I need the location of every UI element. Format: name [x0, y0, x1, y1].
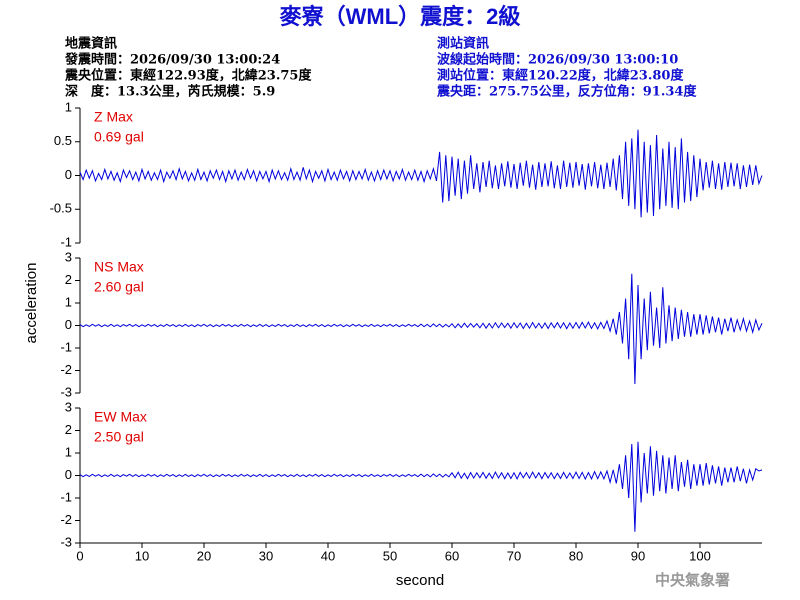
y-tick-label: -3 [60, 534, 72, 549]
waveform [79, 441, 763, 532]
x-tick-label: 30 [259, 548, 273, 563]
x-tick-label: 50 [383, 548, 397, 563]
x-tick-label: 20 [197, 548, 211, 563]
info-line: 發震時間：2026/09/30 13:00:24 [64, 52, 280, 68]
y-tick-label: 1 [65, 99, 72, 114]
x-tick-label: 60 [445, 548, 459, 563]
y-tick-label: 2 [65, 422, 72, 437]
y-tick-label: 1 [65, 444, 72, 459]
panel-label: EW Max [94, 409, 147, 425]
y-tick-label: 0 [65, 317, 72, 332]
panel-max: 2.60 gal [94, 279, 144, 295]
y-tick-label: 3 [65, 399, 72, 414]
y-tick-label: -2 [60, 512, 72, 527]
y-tick-label: 0 [65, 467, 72, 482]
panel-max: 2.50 gal [94, 429, 144, 445]
info-line: 地震資訊 [65, 36, 117, 52]
y-tick-label: 2 [65, 272, 72, 287]
info-line: 震央距：275.75公里，反方位角：91.34度 [436, 84, 697, 100]
x-tick-label: 0 [76, 548, 83, 563]
x-tick-label: 70 [507, 548, 521, 563]
x-tick-label: 80 [569, 548, 583, 563]
info-line: 測站位置：東經120.22度，北緯23.80度 [437, 68, 684, 84]
panel-label: Z Max [94, 109, 133, 125]
waveform [79, 273, 763, 385]
y-tick-label: 0 [65, 167, 72, 182]
y-tick-label: 3 [65, 249, 72, 264]
y-tick-label: -2 [60, 362, 72, 377]
info-line: 波線起始時間：2026/09/30 13:00:10 [437, 52, 678, 68]
panel-max: 0.69 gal [94, 129, 144, 145]
info-line: 深 度：13.3公里，芮氏規模：5.9 [65, 84, 275, 100]
footer: 中央氣象署 [655, 571, 730, 589]
x-tick-label: 100 [689, 548, 711, 563]
y-tick-label: 0.5 [54, 133, 72, 148]
y-tick-label: -1 [60, 489, 72, 504]
y-tick-label: -3 [60, 384, 72, 399]
waveform [79, 129, 763, 218]
x-tick-label: 10 [135, 548, 149, 563]
y-tick-label: 1 [65, 294, 72, 309]
y-tick-label: -1 [60, 234, 72, 249]
title: 麥寮（WML）震度：2級 [279, 4, 521, 29]
x-axis-label: second [396, 572, 444, 589]
y-tick-label: -0.5 [50, 201, 72, 216]
y-tick-label: -1 [60, 339, 72, 354]
info-line: 測站資訊 [437, 36, 489, 52]
x-tick-label: 40 [321, 548, 335, 563]
y-axis-label: acceleration [23, 263, 40, 344]
info-line: 震央位置：東經122.93度，北緯23.75度 [64, 68, 312, 84]
panel-label: NS Max [94, 259, 144, 275]
x-tick-label: 90 [631, 548, 645, 563]
